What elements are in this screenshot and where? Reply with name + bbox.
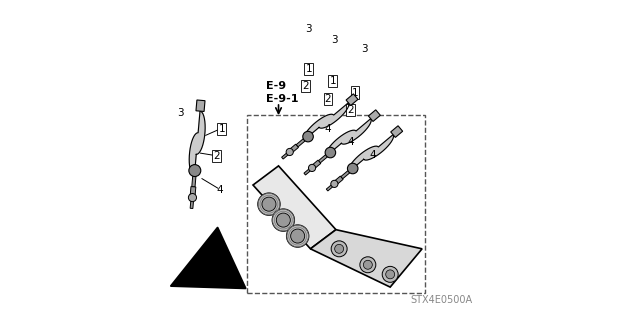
Circle shape xyxy=(386,270,395,279)
Bar xyxy=(246,115,425,293)
Polygon shape xyxy=(326,119,371,156)
Text: E-9: E-9 xyxy=(266,81,286,91)
Polygon shape xyxy=(319,154,328,163)
Text: FR.: FR. xyxy=(186,273,211,292)
Circle shape xyxy=(291,229,305,243)
Circle shape xyxy=(189,165,201,176)
Polygon shape xyxy=(289,144,298,154)
Circle shape xyxy=(286,148,293,156)
Polygon shape xyxy=(192,176,196,187)
Polygon shape xyxy=(253,166,336,249)
Text: 2: 2 xyxy=(302,81,309,91)
Text: 4: 4 xyxy=(347,137,354,147)
Circle shape xyxy=(287,225,309,247)
Text: 3: 3 xyxy=(177,108,184,118)
Text: 2: 2 xyxy=(347,105,354,115)
Polygon shape xyxy=(391,126,403,137)
Text: 3: 3 xyxy=(305,24,312,34)
Text: 1: 1 xyxy=(352,87,358,98)
Polygon shape xyxy=(304,103,349,140)
Polygon shape xyxy=(296,138,305,147)
Text: 1: 1 xyxy=(305,63,312,74)
Text: 4: 4 xyxy=(216,185,223,195)
Circle shape xyxy=(188,194,196,202)
Circle shape xyxy=(382,266,398,282)
Text: 4: 4 xyxy=(369,150,376,160)
Circle shape xyxy=(308,164,316,172)
Polygon shape xyxy=(304,167,313,175)
Circle shape xyxy=(335,244,344,253)
Circle shape xyxy=(262,197,276,211)
Circle shape xyxy=(331,180,338,188)
Polygon shape xyxy=(340,170,350,179)
Circle shape xyxy=(331,241,347,257)
Polygon shape xyxy=(326,183,335,191)
Polygon shape xyxy=(349,135,394,172)
Polygon shape xyxy=(189,111,205,176)
Polygon shape xyxy=(282,151,291,159)
Text: 4: 4 xyxy=(324,124,332,134)
Text: STX4E0500A: STX4E0500A xyxy=(410,295,472,305)
Polygon shape xyxy=(310,160,321,170)
Polygon shape xyxy=(310,230,422,287)
Polygon shape xyxy=(333,176,343,186)
Polygon shape xyxy=(196,100,205,111)
Polygon shape xyxy=(369,110,380,122)
Polygon shape xyxy=(190,197,194,209)
Polygon shape xyxy=(190,187,196,198)
Text: 3: 3 xyxy=(361,44,367,55)
Text: 1: 1 xyxy=(330,76,336,86)
Polygon shape xyxy=(346,94,358,106)
Circle shape xyxy=(348,163,358,174)
Circle shape xyxy=(276,213,291,227)
Text: 1: 1 xyxy=(218,124,225,134)
Text: 3: 3 xyxy=(331,35,338,45)
Circle shape xyxy=(360,257,376,273)
Text: 2: 2 xyxy=(213,151,220,161)
Circle shape xyxy=(364,260,372,269)
Circle shape xyxy=(272,209,294,231)
Text: 2: 2 xyxy=(324,94,332,104)
Circle shape xyxy=(258,193,280,215)
Text: E-9-1: E-9-1 xyxy=(266,94,298,104)
Circle shape xyxy=(325,147,335,158)
Circle shape xyxy=(303,131,314,142)
